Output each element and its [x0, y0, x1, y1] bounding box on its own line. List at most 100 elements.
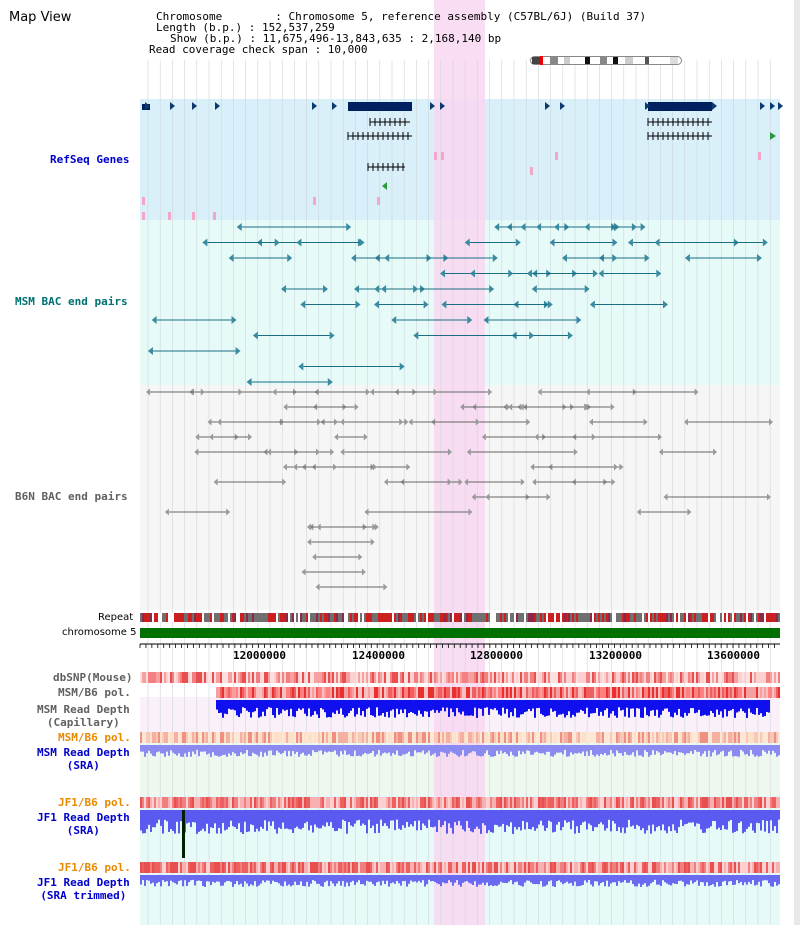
read-depth-bar	[624, 745, 626, 752]
track-label-msm-b6-pol[interactable]: MSM/B6 pol.	[58, 686, 131, 699]
polymorphism-mark	[660, 862, 662, 873]
track-label-jf1-b6-pol-trimmed[interactable]: JF1/B6 pol.	[58, 861, 131, 874]
gene-strand-arrow	[332, 102, 337, 110]
polymorphism-mark	[338, 797, 340, 808]
read-depth-bar	[580, 700, 582, 710]
polymorphism-mark	[504, 862, 506, 873]
polymorphism-mark	[726, 687, 728, 698]
polymorphism-mark	[286, 687, 288, 698]
read-depth-bar	[434, 810, 436, 827]
polymorphism-mark	[668, 732, 670, 743]
polymorphism-mark	[612, 797, 614, 808]
read-depth-bar	[140, 875, 142, 885]
track-label-refseq-genes[interactable]: RefSeq Genes	[50, 153, 130, 166]
polymorphism-mark	[436, 672, 438, 683]
polymorphism-mark	[774, 687, 776, 698]
read-depth-bar	[446, 745, 448, 757]
polymorphism-mark	[174, 797, 176, 808]
track-label-msm-b6-pol-sra[interactable]: MSM/B6 pol.	[58, 731, 131, 744]
polymorphism-mark	[492, 797, 494, 808]
repeat-mark	[724, 613, 726, 622]
polymorphism-mark	[506, 672, 508, 683]
polymorphism-mark	[220, 797, 222, 808]
read-depth-bar	[330, 875, 332, 882]
polymorphism-mark	[398, 672, 400, 683]
polymorphism-mark	[342, 687, 344, 698]
track-label-jf1-read-depth-trimmed[interactable]: JF1 Read Depth (SRA trimmed)	[37, 876, 130, 902]
polymorphism-mark	[654, 797, 656, 808]
polymorphism-mark	[338, 862, 340, 873]
repeat-mark	[284, 613, 286, 622]
read-depth-bar	[582, 810, 584, 823]
read-depth-bar	[406, 700, 408, 718]
polymorphism-mark	[624, 797, 626, 808]
track-label-jf1-read-depth-sra[interactable]: JF1 Read Depth (SRA)	[37, 811, 130, 837]
polymorphism-mark	[742, 732, 744, 743]
polymorphism-mark	[776, 687, 778, 698]
read-depth-bar	[740, 700, 742, 709]
repeat-mark	[328, 613, 330, 622]
track-label-msm-bac[interactable]: MSM BAC end pairs	[15, 295, 128, 308]
polymorphism-mark	[728, 862, 730, 873]
repeat-mark	[742, 613, 744, 622]
track-label-dbsnp[interactable]: dbSNP(Mouse)	[53, 671, 133, 684]
track-label-msm-read-depth-sra[interactable]: MSM Read Depth (SRA)	[37, 746, 130, 772]
read-depth-bar	[636, 745, 638, 751]
repeat-mark	[182, 613, 184, 622]
read-depth-bar	[200, 745, 202, 752]
read-depth-bar	[736, 810, 738, 831]
polymorphism-mark	[474, 862, 476, 873]
polymorphism-mark	[386, 687, 388, 698]
polymorphism-mark	[702, 687, 704, 698]
polymorphism-mark	[678, 687, 680, 698]
track-label-b6n-bac[interactable]: B6N BAC end pairs	[15, 490, 128, 503]
read-depth-bar	[674, 745, 676, 752]
repeat-mark	[568, 613, 570, 622]
polymorphism-mark	[716, 862, 718, 873]
read-depth-bar	[570, 745, 572, 753]
read-depth-bar	[242, 700, 244, 708]
read-depth-bar	[264, 745, 266, 753]
read-depth-bar	[354, 745, 356, 751]
repeat-mark	[292, 613, 294, 622]
read-depth-bar	[576, 875, 578, 887]
polymorphism-mark	[350, 687, 352, 698]
polymorphism-mark	[570, 687, 572, 698]
polymorphism-mark	[710, 862, 712, 873]
polymorphism-mark	[542, 797, 544, 808]
read-depth-bar	[700, 810, 702, 830]
polymorphism-mark	[524, 732, 526, 743]
polymorphism-mark	[730, 797, 732, 808]
polymorphism-mark	[510, 687, 512, 698]
read-depth-bar	[282, 875, 284, 887]
repeat-mark	[200, 613, 202, 622]
chromosome-ideogram[interactable]	[530, 52, 682, 65]
bac-end-arrow	[592, 269, 598, 278]
read-depth-bar	[768, 700, 770, 713]
polymorphism-mark	[460, 862, 462, 873]
read-depth-bar	[530, 700, 532, 712]
read-depth-bar	[512, 810, 514, 834]
track-label-jf1-b6-pol[interactable]: JF1/B6 pol.	[58, 796, 131, 809]
repeat-mark	[234, 613, 236, 622]
polymorphism-mark	[770, 732, 772, 743]
track-label-msm-read-depth-capillary[interactable]: MSM Read Depth (Capillary)	[37, 703, 130, 729]
read-depth-bar	[408, 875, 410, 884]
polymorphism-mark	[704, 797, 706, 808]
polymorphism-mark	[254, 862, 256, 873]
read-depth-bar	[272, 875, 274, 881]
read-depth-bar	[460, 875, 462, 887]
polymorphism-mark	[302, 732, 304, 743]
repeat-mark	[750, 613, 752, 622]
polymorphism-mark	[616, 797, 618, 808]
polymorphism-mark	[650, 862, 652, 873]
polymorphism-mark	[640, 687, 642, 698]
read-depth-bar	[242, 745, 244, 755]
polymorphism-mark	[350, 672, 352, 683]
polymorphism-mark	[258, 672, 260, 683]
gene-strand-arrow	[645, 102, 650, 110]
polymorphism-mark	[510, 732, 512, 743]
polymorphism-mark	[182, 797, 184, 808]
repeat-mark	[412, 613, 414, 622]
